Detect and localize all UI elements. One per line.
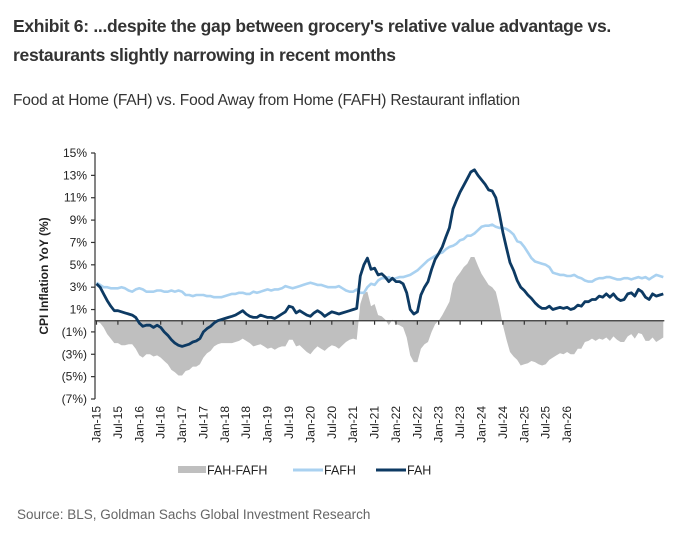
fah-fafh-area-layer [96, 257, 664, 376]
x-tick-label: Jul-18 [239, 406, 253, 439]
y-tick-label: 9% [70, 213, 88, 227]
source-note: Source: BLS, Goldman Sachs Global Invest… [17, 507, 371, 522]
x-tick-label: Jul-19 [282, 406, 296, 439]
y-tick-label: 3% [70, 280, 88, 294]
y-tick-label: (1%) [62, 325, 87, 339]
x-tick-label: Jul-24 [496, 406, 510, 439]
x-tick-label: Jan-25 [517, 406, 531, 443]
x-tick-label: Jan-18 [218, 406, 232, 443]
x-tick-label: Jul-23 [453, 406, 467, 439]
series-lines [95, 168, 664, 348]
x-tick-labels: Jan-15 Jul-15 Jan-16 Jul-16 Jan-17 Jul-17 Jan-… [90, 406, 575, 443]
y-tick-labels: 15% 13% 11% 9% 7% 5% 3% 1% (1%) (3%) (5%) (7%) [62, 146, 88, 406]
x-tick-label: Jan-23 [432, 406, 446, 443]
x-tick-label: Jan-22 [389, 406, 403, 443]
y-tick-label: 13% [63, 168, 87, 182]
legend: FAH-FAFH FAFH FAH [178, 464, 431, 478]
x-tick-label: Jan-15 [90, 406, 104, 443]
x-tick-label: Jan-24 [475, 406, 489, 443]
y-tick-label: 1% [70, 303, 88, 317]
x-tick-label: Jan-16 [132, 406, 146, 443]
y-tick-label: 15% [63, 146, 87, 160]
x-tick-label: Jan-26 [560, 406, 574, 443]
y-axis-title: CPI Inflation YoY (%) [37, 217, 51, 334]
y-tick-label: 5% [70, 258, 88, 272]
fah-fafh-area [96, 257, 664, 376]
x-tick-label: Jul-20 [325, 406, 339, 439]
axes [91, 152, 665, 400]
x-tick-label: Jan-17 [175, 406, 189, 443]
x-tick-label: Jul-16 [154, 406, 168, 439]
x-tick-label: Jan-21 [346, 406, 360, 443]
x-tick-label: Jan-19 [261, 406, 275, 443]
x-tick-label: Jul-22 [410, 406, 424, 439]
x-tick-label: Jul-17 [196, 406, 210, 439]
x-tick-label: Jul-21 [368, 406, 382, 439]
y-tick-label: 11% [64, 191, 87, 205]
legend-label-fah-fafh: FAH-FAFH [207, 464, 267, 478]
chart-subtitle: Food at Home (FAH) vs. Food Away from Ho… [13, 92, 520, 109]
x-tick-label: Jul-15 [111, 406, 125, 439]
fah-line [95, 168, 664, 348]
x-tick-label: Jan-20 [303, 406, 317, 443]
y-tick-label: (5%) [62, 370, 87, 384]
exhibit-title: Exhibit 6: ...despite the gap between gr… [13, 16, 611, 65]
legend-label-fafh: FAFH [324, 464, 356, 478]
x-tick-label: Jul-25 [539, 406, 553, 439]
fafh-line [95, 223, 664, 299]
y-tick-label: (7%) [62, 392, 87, 406]
y-tick-label: 7% [70, 235, 88, 249]
y-tick-label: (3%) [62, 347, 87, 361]
legend-swatch-fah-fafh [178, 466, 206, 473]
legend-label-fah: FAH [407, 464, 431, 478]
